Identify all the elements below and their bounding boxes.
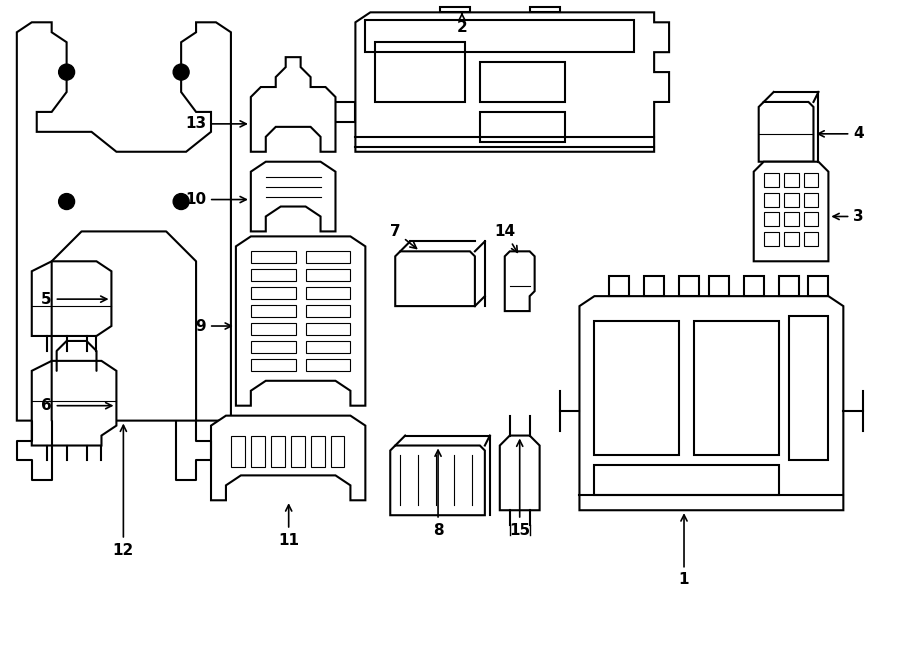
Text: 9: 9 — [195, 319, 231, 334]
Text: 11: 11 — [278, 505, 299, 547]
Text: 7: 7 — [390, 224, 417, 249]
Text: 15: 15 — [509, 440, 530, 537]
Polygon shape — [32, 261, 112, 336]
Polygon shape — [251, 57, 336, 152]
Text: 13: 13 — [184, 116, 247, 132]
Polygon shape — [32, 361, 116, 446]
Text: 2: 2 — [456, 14, 467, 35]
Polygon shape — [505, 251, 535, 311]
Polygon shape — [395, 251, 475, 306]
Polygon shape — [500, 436, 540, 510]
Text: 14: 14 — [494, 224, 518, 253]
Text: 4: 4 — [818, 126, 864, 141]
Text: 8: 8 — [433, 450, 444, 537]
Text: 3: 3 — [833, 209, 864, 224]
Circle shape — [173, 64, 189, 80]
Polygon shape — [391, 446, 485, 515]
Text: 1: 1 — [679, 515, 689, 588]
Text: 6: 6 — [40, 398, 112, 413]
Polygon shape — [580, 296, 843, 510]
Polygon shape — [440, 7, 470, 13]
Polygon shape — [530, 7, 560, 13]
Polygon shape — [356, 13, 669, 152]
Text: 10: 10 — [184, 192, 247, 207]
Text: 12: 12 — [112, 425, 134, 558]
Polygon shape — [251, 162, 336, 231]
Text: 5: 5 — [41, 292, 107, 307]
Circle shape — [58, 194, 75, 210]
Circle shape — [173, 194, 189, 210]
Polygon shape — [211, 416, 365, 500]
Polygon shape — [236, 237, 365, 406]
Polygon shape — [17, 22, 231, 420]
Polygon shape — [753, 162, 828, 261]
Polygon shape — [759, 102, 814, 162]
Circle shape — [58, 64, 75, 80]
